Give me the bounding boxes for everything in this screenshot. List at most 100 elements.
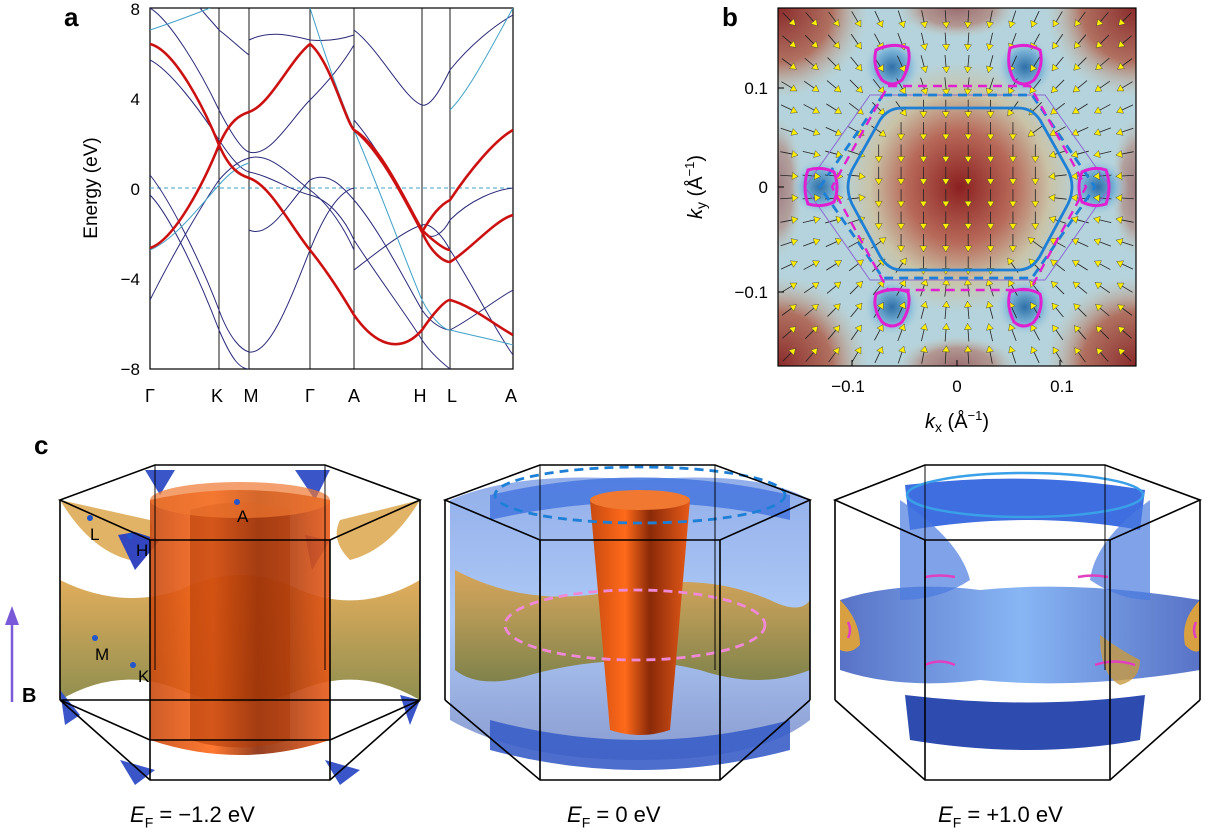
spin-arrow-head [834,238,843,246]
spin-arrow-head [963,88,972,96]
spin-arrow-head [1073,303,1081,311]
spin-arrow-head [1115,216,1123,224]
bz-label-a: A [237,507,249,526]
spin-arrow-head [1048,172,1056,181]
spin-arrow-head [986,156,995,163]
spin-arrow-head [810,325,819,334]
spin-arrow-head [790,128,799,136]
spin-arrow-head [832,41,841,49]
spin-arrow-head [834,106,842,114]
spin-arrow-head [1117,40,1126,48]
spin-arrow-head [1095,62,1103,71]
spin-arrow-head [898,345,906,354]
spin-arrow-head [1051,63,1059,72]
heatmap-x-label: kx (Å−1) [925,408,989,435]
band-y-label: Energy (eV) [81,137,102,238]
spin-arrow-head [986,323,994,331]
spin-arrow-head [813,150,821,158]
spin-arrow-head [1031,178,1040,186]
spin-arrow-head [941,133,950,141]
spin-arrow-head [986,21,994,29]
spin-arrow-head [1070,193,1078,202]
spin-arrow-head [833,281,842,289]
spin-arrow-head [964,111,973,119]
spin-arrow-head [876,64,884,72]
spin-arrow-head [874,223,883,230]
band-structure-chart: 8 4 0 −4 −8 Energy (eV) Γ K M Γ A H L A [81,0,517,406]
spin-arrow-head [986,111,995,119]
spin-arrow-head [789,282,798,290]
spin-arrow-head [1093,172,1100,180]
spin-arrow-head [963,300,972,308]
spin-arrow-head [986,65,994,73]
spin-arrow-head [1094,84,1103,92]
spin-arrow-head [1008,279,1016,288]
bz-label-h: H [136,541,148,560]
spin-arrow-head [874,200,883,208]
spin-arrow-head [1093,128,1102,136]
spin-arrow-head [810,18,818,27]
spin-arrow-head [942,88,951,96]
spin-arrow-head [1030,324,1038,332]
spin-arrow-head [810,40,819,49]
kpath-label: M [244,386,259,406]
bz-label-l: L [90,525,99,544]
spin-arrow-head [832,325,841,333]
spin-arrow-head [1116,84,1125,92]
spin-arrow-head [942,66,951,74]
band-ytick: 0 [131,180,140,199]
spin-arrow-head [1008,345,1016,354]
spin-arrow-head [897,200,906,208]
spin-arrow-head [985,87,994,96]
kpath-label: H [414,386,427,406]
spin-arrow-head [1093,150,1101,158]
spin-arrow-head [1116,260,1124,268]
spin-arrow-head [791,150,799,158]
spin-arrow-head [833,85,842,93]
heatmap-xtick: 0.1 [1050,377,1074,396]
heatmap-y-label: ky (Å−1) [682,155,709,219]
kpath-label: A [348,386,360,406]
spin-arrow-head [964,223,973,230]
spin-arrow-head [920,278,929,287]
spin-arrow-head [1008,223,1017,230]
spin-arrow-head [1031,223,1040,230]
bz-label-m: M [95,645,109,664]
spin-arrow-head [1052,324,1060,333]
spin-arrow-head [791,172,799,180]
spin-arrow-head [1118,348,1126,356]
spin-arrow-head [1008,245,1017,253]
spin-arrow-head [854,41,862,50]
spin-arrow-head [1115,172,1123,180]
spin-arrow-head [919,245,928,253]
spin-arrow-head [790,106,798,114]
spin-arrow-head [1117,62,1125,70]
spin-arrow-head [1115,194,1123,202]
spin-arrow-head [919,223,928,230]
spin-arrow-head [1051,281,1059,289]
spin-arrow-head [790,238,799,246]
kpath-label: Γ [145,386,155,406]
spin-arrow-head [986,345,994,353]
spin-arrow-head [986,223,995,230]
spin-arrow-head [986,245,995,253]
spin-arrow-head [1029,86,1037,94]
spin-arrow-head [941,223,950,230]
spin-arrow-head [964,133,973,141]
spin-arrow-head [1030,302,1038,310]
caption-1: EF = −1.2 eV [130,802,255,831]
fermi-box-3 [832,464,1203,781]
heatmap-ytick: 0.1 [744,79,768,98]
spin-arrow-head [874,156,883,163]
spin-arrow-head [789,304,797,312]
panel-letter-a: a [64,2,79,32]
spin-arrow-head [876,346,884,354]
spin-arrow-head [1050,107,1058,115]
contour-blue-solid [846,106,1074,272]
spin-arrow-head [858,193,866,202]
spin-arrow-head [834,128,843,136]
caption-3: EF = +1.0 eV [938,802,1063,831]
spin-arrow-head [964,156,973,163]
spin-arrow-head [941,111,950,119]
spin-arrow-head [1027,129,1036,137]
